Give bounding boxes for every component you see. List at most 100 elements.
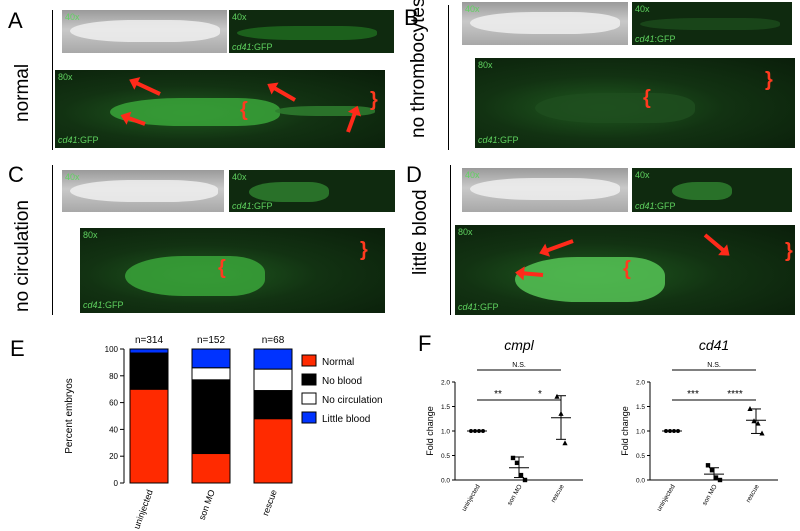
gfp-image-b-80x: 80x cd41:GFP { } — [475, 58, 795, 148]
chart-title: cd41 — [699, 337, 729, 353]
brightfield-image-b: 40x — [462, 2, 628, 45]
gfp-suffix: :GFP — [102, 300, 124, 310]
gfp-image-d-80x: 80x cd41:GFP { } — [455, 225, 795, 315]
gfp-image-b-40x: 40x cd41:GFP — [632, 2, 792, 45]
divider-a — [52, 10, 53, 150]
y-axis-label: Percent embryos — [64, 378, 75, 454]
significance-label: ** — [494, 389, 502, 400]
mag-tag: 80x — [58, 72, 73, 82]
bar-segment — [253, 348, 293, 370]
gfp-suffix: :GFP — [251, 201, 273, 211]
gfp-gene-label: cd41 — [635, 34, 655, 44]
mag-tag: 80x — [83, 230, 98, 240]
y-tick-label: 1.5 — [441, 404, 450, 411]
gfp-gene-label: cd41 — [232, 201, 252, 211]
gfp-gene-label: cd41 — [458, 302, 478, 312]
y-tick-label: 1.5 — [636, 404, 645, 411]
data-point — [717, 477, 723, 483]
mag-tag: 40x — [465, 170, 480, 180]
y-tick-label: 80 — [109, 372, 118, 381]
gfp-suffix: :GFP — [497, 135, 519, 145]
red-arrow — [703, 233, 727, 254]
chart-title: cmpl — [504, 337, 534, 353]
x-tick-label: uninjected — [656, 483, 677, 512]
red-bracket: { — [643, 87, 651, 109]
legend-swatch — [301, 392, 317, 405]
gfp-gene-label: cd41 — [478, 135, 498, 145]
panel-letter-e: E — [10, 336, 25, 361]
significance-label: *** — [687, 389, 699, 400]
x-tick-label: rescue — [550, 483, 566, 504]
gfp-image-a-80x: 80x cd41:GFP { } — [55, 70, 385, 148]
data-point — [747, 405, 753, 411]
y-tick-label: 1.0 — [636, 429, 645, 436]
y-tick-label: 20 — [109, 452, 118, 461]
data-point — [514, 460, 520, 466]
panel-letter-b: B — [404, 5, 419, 30]
legend-label: Normal — [322, 357, 354, 368]
panel-c-label: no circulation — [12, 200, 33, 312]
bar-segment — [191, 348, 231, 369]
brightfield-image-d: 40x — [462, 168, 628, 212]
divider-c — [52, 165, 53, 315]
gfp-image-a-40x: 40x cd41:GFP — [229, 10, 394, 53]
bar-segment — [253, 368, 293, 392]
x-tick-label: uninjected — [131, 488, 154, 530]
data-point — [510, 455, 516, 461]
legend-swatch — [301, 411, 317, 424]
gfp-image-c-80x: 80x cd41:GFP { } — [80, 228, 385, 313]
x-tick-label: son MO — [506, 484, 523, 507]
gfp-gene-label: cd41 — [58, 135, 78, 145]
n-label: n=314 — [135, 335, 164, 346]
cmpl-scatter-chart: cmpl 0.0 0.5 1.0 1.5 2.0 Fold change uninjected… — [425, 337, 583, 513]
panel-letter-c: C — [8, 162, 24, 187]
mag-tag: 80x — [478, 60, 493, 70]
mag-tag: 40x — [232, 172, 247, 182]
red-bracket: { — [623, 258, 631, 280]
y-tick-label: 100 — [105, 345, 119, 354]
gfp-suffix: :GFP — [654, 34, 676, 44]
red-bracket: } — [360, 239, 368, 261]
x-tick-label: son MO — [701, 484, 718, 507]
data-point — [759, 430, 765, 436]
brightfield-image-c: 40x — [62, 170, 224, 212]
y-tick-label: 0.0 — [636, 478, 645, 485]
significance-label: * — [538, 389, 542, 400]
y-tick-label: 0.0 — [441, 478, 450, 485]
legend-swatch — [301, 354, 317, 367]
legend-label: No blood — [322, 376, 362, 387]
panel-letter-d: D — [406, 162, 422, 187]
bar-segment — [129, 352, 169, 390]
panel-letter-f: F — [418, 331, 432, 356]
gfp-suffix: :GFP — [654, 201, 676, 211]
red-bracket: { — [240, 99, 248, 121]
data-point — [522, 477, 528, 483]
red-arrow — [544, 239, 574, 254]
cd41-scatter-chart: cd41 0.0 0.5 1.0 1.5 2.0 Fold change uninjected… — [620, 337, 778, 513]
y-tick-label: 2.0 — [636, 380, 645, 387]
data-point — [709, 468, 715, 473]
gfp-gene-label: cd41 — [83, 300, 103, 310]
bar-segment — [253, 390, 293, 420]
panel-letter-a: A — [8, 8, 23, 33]
gfp-suffix: :GFP — [77, 135, 99, 145]
data-point — [705, 463, 711, 468]
divider-d — [450, 165, 451, 315]
divider-b — [448, 5, 449, 150]
bar-segment — [191, 453, 231, 484]
n-label: n=68 — [262, 335, 285, 346]
data-point — [518, 472, 524, 478]
red-arrow — [271, 85, 296, 102]
gfp-image-c-40x: 40x cd41:GFP — [229, 170, 395, 212]
x-tick-label: son MO — [197, 488, 217, 521]
panel-a-label: normal — [12, 63, 33, 122]
y-tick-label: 0.5 — [636, 453, 645, 460]
gfp-gene-label: cd41 — [635, 201, 655, 211]
red-bracket: { — [218, 257, 226, 279]
stacked-bar-chart: 0 20 40 60 80 100 Percent embryos n=314 uninject… — [64, 335, 383, 530]
y-tick-label: 2.0 — [441, 380, 450, 387]
bar-segment — [191, 379, 231, 455]
y-axis-label: Fold change — [620, 406, 630, 456]
gfp-suffix: :GFP — [477, 302, 499, 312]
gfp-image-d-40x: 40x cd41:GFP — [632, 168, 792, 212]
